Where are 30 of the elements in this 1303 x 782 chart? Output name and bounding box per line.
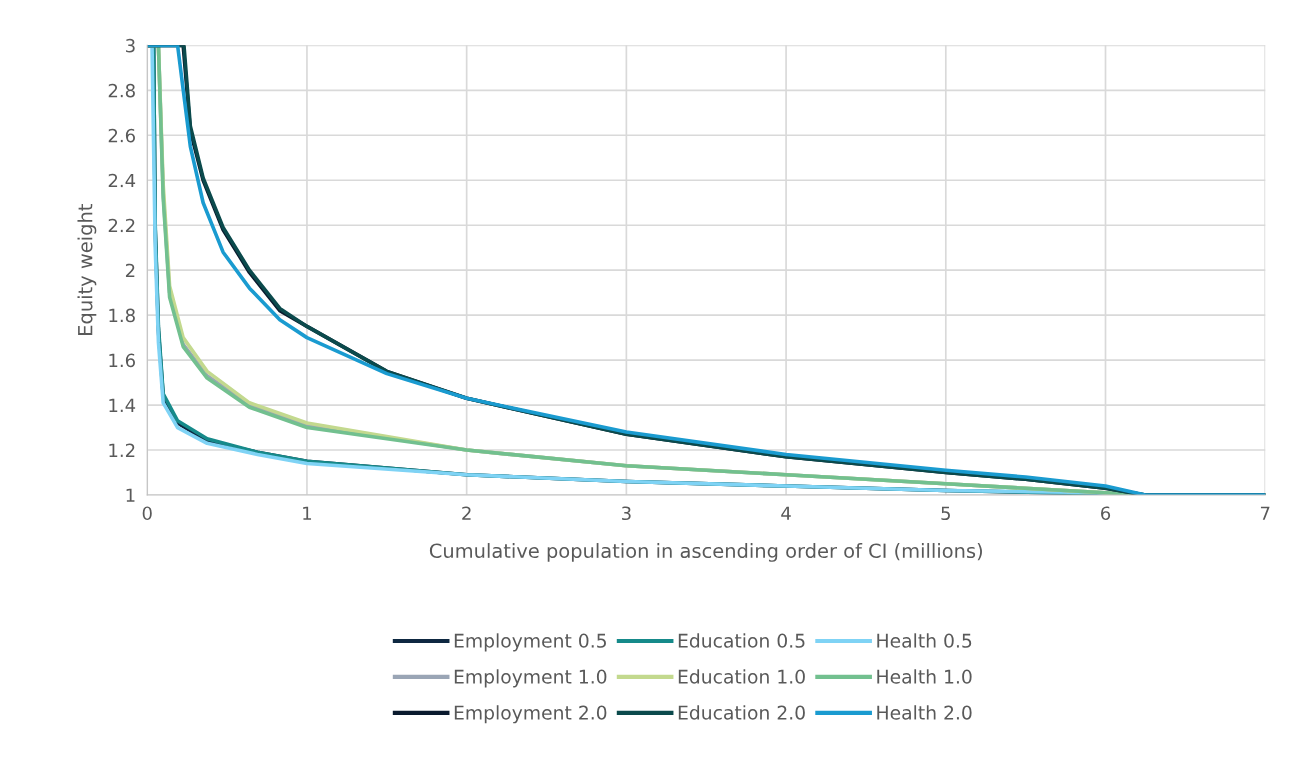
x-tick-label: 2 xyxy=(462,506,471,520)
x-tick-label: 3 xyxy=(622,506,631,521)
y-axis-title: Equity weight xyxy=(77,204,97,335)
legend-label: Education 1.0 xyxy=(678,669,805,684)
x-tick-label: 0 xyxy=(142,506,152,521)
legend-label: Employment 1.0 xyxy=(454,669,607,688)
y-tick-label: 2.8 xyxy=(108,83,135,98)
y-tick-label: 1.4 xyxy=(109,398,136,412)
legend-label: Education 2.0 xyxy=(678,705,805,720)
x-axis-title: Cumulative population in ascending order of CI (millions) xyxy=(429,543,982,562)
y-tick-label: 2.2 xyxy=(108,218,135,233)
x-tick-label: 1 xyxy=(303,506,312,520)
y-tick-label: 1 xyxy=(126,488,135,502)
y-tick-label: 1.2 xyxy=(109,443,135,457)
legend-label: Health 1.0 xyxy=(877,669,972,684)
x-tick-label: 4 xyxy=(781,506,791,520)
y-tick-label: 2 xyxy=(125,263,135,278)
y-tick-label: 3 xyxy=(126,38,135,53)
legend-label: Health 2.0 xyxy=(877,705,972,720)
legend-label: Health 0.5 xyxy=(877,633,972,648)
x-tick-label: 6 xyxy=(1101,506,1111,521)
legend-label: Employment 2.0 xyxy=(454,705,607,724)
y-tick-label: 2.4 xyxy=(108,173,136,188)
y-tick-label: 2.6 xyxy=(108,128,135,143)
x-tick-label: 5 xyxy=(941,506,950,521)
y-tick-label: 1.8 xyxy=(109,308,135,323)
y-tick-label: 1.6 xyxy=(109,353,135,368)
legend-label: Employment 0.5 xyxy=(454,633,606,652)
legend-label: Education 0.5 xyxy=(678,633,805,648)
x-tick-label: 7 xyxy=(1260,506,1270,520)
